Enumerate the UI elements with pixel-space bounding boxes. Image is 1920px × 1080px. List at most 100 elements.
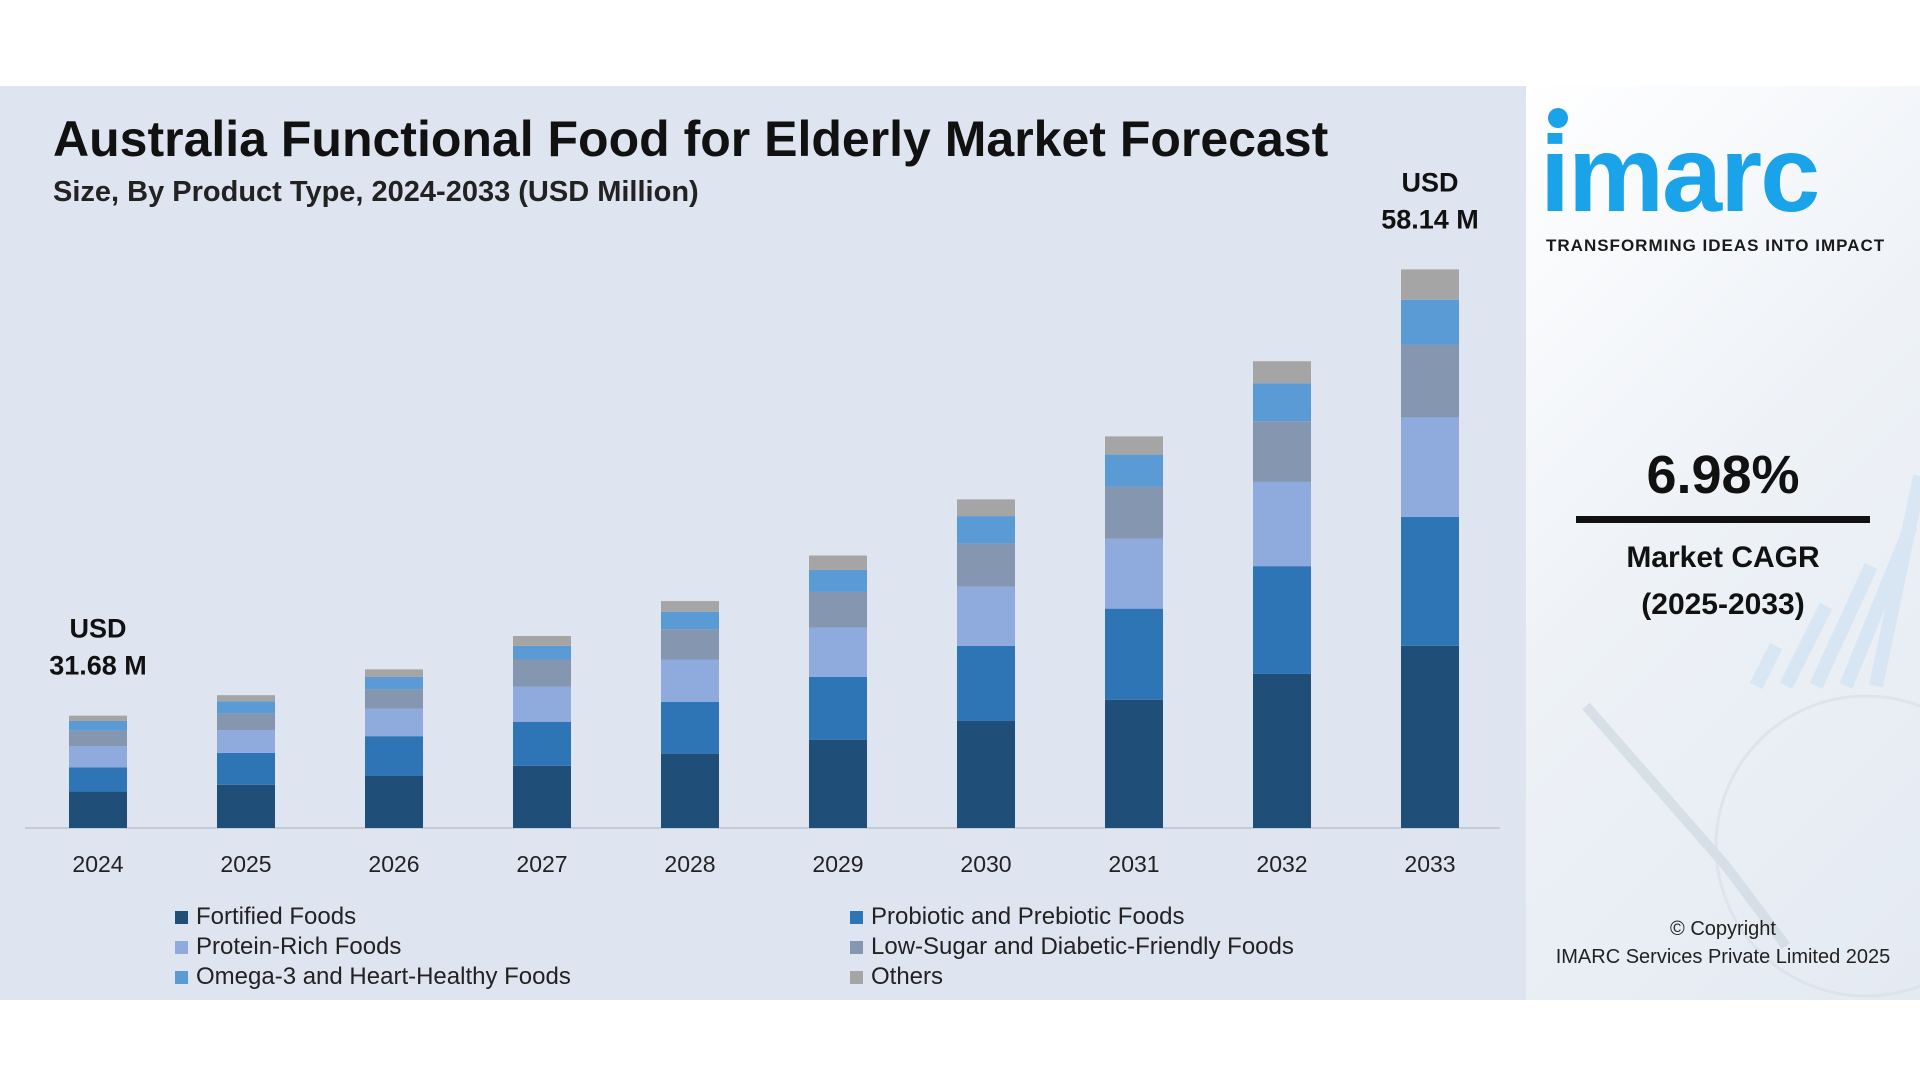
copyright-company: IMARC Services Private Limited 2025	[1555, 946, 1891, 968]
bar-2024-others	[69, 715, 127, 721]
total-label-2024-value: 31.68 M	[49, 651, 147, 681]
chart-subtitle: Size, By Product Type, 2024-2033 (USD Mi…	[53, 176, 699, 208]
bar-2033-low-sugar-and-diabetic-friendly-foods	[1401, 344, 1459, 418]
bar-2030-fortified-foods	[957, 720, 1015, 828]
bar-2024-omega-3-and-heart-healthy-foods	[69, 720, 127, 731]
bar-2025-probiotic-and-prebiotic-foods	[217, 752, 275, 785]
bar-2032-probiotic-and-prebiotic-foods	[1253, 566, 1311, 674]
stacked-bar-chart: 2024 2025 2026 2027 2028 2029 2030 2031 2032 2033…	[25, 167, 1500, 877]
total-label-2033-value: 58.14 M	[1381, 204, 1479, 234]
total-annotations: USD 31.68 M USD 58.14 M	[49, 167, 1479, 680]
bar-2029-probiotic-and-prebiotic-foods	[809, 676, 867, 740]
bar-2031-others	[1105, 436, 1163, 455]
bar-2024-protein-rich-foods	[69, 746, 127, 768]
legend-label-probiotic-and-prebiotic-foods: Probiotic and Prebiotic Foods	[871, 903, 1185, 930]
x-tick-label-2024: 2024	[72, 851, 123, 877]
bar-2025-protein-rich-foods	[217, 730, 275, 753]
bar-2029-omega-3-and-heart-healthy-foods	[809, 569, 867, 592]
chart-panel: Australia Functional Food for Elderly Ma…	[0, 86, 1526, 1000]
bar-2026-low-sugar-and-diabetic-friendly-foods	[365, 689, 423, 709]
logo-tagline: TRANSFORMING IDEAS INTO IMPACT	[1546, 236, 1886, 255]
bar-2025-low-sugar-and-diabetic-friendly-foods	[217, 713, 275, 731]
legend-swatch-low-sugar-and-diabetic-friendly-foods	[850, 940, 863, 954]
x-tick-label-2030: 2030	[960, 851, 1011, 877]
legend-swatch-protein-rich-foods	[175, 940, 188, 954]
bar-2025-fortified-foods	[217, 784, 275, 828]
x-tick-label-2033: 2033	[1404, 851, 1455, 877]
x-tick-label-2025: 2025	[220, 851, 271, 877]
bar-2032-fortified-foods	[1253, 673, 1311, 828]
total-label-2024-currency: USD	[69, 614, 126, 644]
bar-2027-probiotic-and-prebiotic-foods	[513, 721, 571, 766]
bar-2032-omega-3-and-heart-healthy-foods	[1253, 383, 1311, 422]
bar-2028-fortified-foods	[661, 753, 719, 828]
x-tick-label-2027: 2027	[516, 851, 567, 877]
cagr-value: 6.98%	[1646, 445, 1800, 505]
bar-2028-omega-3-and-heart-healthy-foods	[661, 611, 719, 630]
bar-2028-protein-rich-foods	[661, 659, 719, 703]
bar-2027-low-sugar-and-diabetic-friendly-foods	[513, 659, 571, 687]
cagr-label: Market CAGR	[1626, 541, 1820, 574]
bar-2029-low-sugar-and-diabetic-friendly-foods	[809, 591, 867, 628]
bar-2027-protein-rich-foods	[513, 686, 571, 722]
x-tick-label-2026: 2026	[368, 851, 419, 877]
bar-2026-fortified-foods	[365, 775, 423, 828]
legend-item-probiotic-and-prebiotic-foods: Probiotic and Prebiotic Foods	[850, 902, 1375, 932]
bar-2024-low-sugar-and-diabetic-friendly-foods	[69, 730, 127, 747]
x-tick-label-2032: 2032	[1256, 851, 1307, 877]
bar-2025-omega-3-and-heart-healthy-foods	[217, 701, 275, 714]
infographic-banner: Australia Functional Food for Elderly Ma…	[0, 86, 1920, 1000]
bar-2033-omega-3-and-heart-healthy-foods	[1401, 299, 1459, 345]
bar-2029-others	[809, 555, 867, 570]
legend-item-others: Others	[850, 962, 1375, 992]
x-tick-labels: 2024 2025 2026 2027 2028 2029 2030 2031 2032 2033	[72, 851, 1455, 877]
bar-2032-low-sugar-and-diabetic-friendly-foods	[1253, 421, 1311, 482]
bar-2030-low-sugar-and-diabetic-friendly-foods	[957, 543, 1015, 587]
bar-2031-omega-3-and-heart-healthy-foods	[1105, 454, 1163, 487]
bar-2026-others	[365, 669, 423, 677]
bar-2026-omega-3-and-heart-healthy-foods	[365, 676, 423, 690]
bar-2031-protein-rich-foods	[1105, 538, 1163, 609]
bar-2025-others	[217, 695, 275, 702]
bar-2024-fortified-foods	[69, 791, 127, 828]
decorative-chart-backdrop	[1582, 474, 1920, 998]
bar-2026-protein-rich-foods	[365, 708, 423, 737]
chart-title: Australia Functional Food for Elderly Ma…	[53, 111, 1329, 167]
legend-swatch-omega-3-and-heart-healthy-foods	[175, 970, 188, 984]
total-label-2033-currency: USD	[1401, 167, 1458, 197]
legend-swatch-others	[850, 970, 863, 984]
bar-2033-others	[1401, 269, 1459, 300]
x-tick-label-2028: 2028	[664, 851, 715, 877]
bar-2030-probiotic-and-prebiotic-foods	[957, 645, 1015, 721]
legend-swatch-fortified-foods	[175, 910, 188, 924]
cagr-divider	[1576, 516, 1870, 523]
legend-swatch-probiotic-and-prebiotic-foods	[850, 910, 863, 924]
bar-2032-protein-rich-foods	[1253, 481, 1311, 567]
bar-2032-others	[1253, 361, 1311, 384]
copyright-line: © Copyright	[1670, 918, 1776, 940]
bar-2027-others	[513, 635, 571, 646]
x-tick-label-2031: 2031	[1108, 851, 1159, 877]
bar-2031-low-sugar-and-diabetic-friendly-foods	[1105, 486, 1163, 539]
bar-2033-protein-rich-foods	[1401, 417, 1459, 517]
legend-item-low-sugar-and-diabetic-friendly-foods: Low-Sugar and Diabetic-Friendly Foods	[850, 932, 1375, 962]
bar-2030-protein-rich-foods	[957, 586, 1015, 646]
legend-item-fortified-foods: Fortified Foods	[175, 902, 850, 932]
brand-panel: imarc TRANSFORMING IDEAS INTO IMPACT 6.9…	[1526, 86, 1920, 1000]
bar-2027-fortified-foods	[513, 765, 571, 828]
imarc-logo: imarc	[1540, 113, 1820, 234]
bar-2029-protein-rich-foods	[809, 627, 867, 677]
bar-2033-fortified-foods	[1401, 645, 1459, 828]
cagr-period: (2025-2033)	[1641, 588, 1805, 621]
bar-2031-probiotic-and-prebiotic-foods	[1105, 608, 1163, 700]
bar-2030-omega-3-and-heart-healthy-foods	[957, 516, 1015, 544]
legend-label-protein-rich-foods: Protein-Rich Foods	[196, 933, 402, 960]
legend-item-protein-rich-foods: Protein-Rich Foods	[175, 932, 850, 962]
bar-stacks	[69, 269, 1459, 828]
bar-2026-probiotic-and-prebiotic-foods	[365, 736, 423, 776]
chart-legend: Fortified Foods Probiotic and Prebiotic F…	[175, 902, 1375, 992]
legend-label-low-sugar-and-diabetic-friendly-foods: Low-Sugar and Diabetic-Friendly Foods	[871, 933, 1294, 960]
legend-label-omega-3-and-heart-healthy-foods: Omega-3 and Heart-Healthy Foods	[196, 963, 571, 990]
x-tick-label-2029: 2029	[812, 851, 863, 877]
bar-2029-fortified-foods	[809, 739, 867, 828]
